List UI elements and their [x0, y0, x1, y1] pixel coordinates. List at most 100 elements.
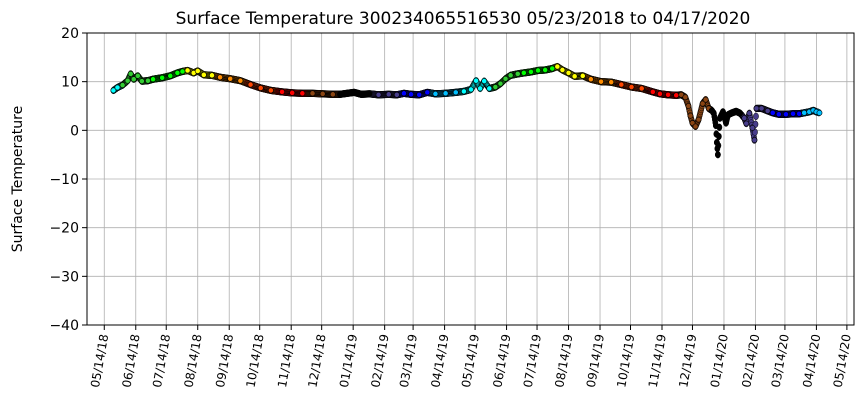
data-point	[753, 105, 760, 112]
data-point	[127, 70, 134, 77]
data-point	[682, 94, 689, 101]
data-point	[720, 108, 726, 115]
x-tick-label: 11/14/18	[275, 333, 298, 389]
data-point	[130, 76, 137, 83]
data-point	[492, 84, 499, 90]
data-point	[520, 70, 527, 76]
data-point	[749, 125, 756, 131]
data-point	[358, 91, 365, 98]
data-point	[816, 109, 823, 116]
data-point	[289, 89, 296, 96]
data-point	[743, 120, 750, 127]
data-point	[393, 91, 400, 98]
x-tick-label: 12/14/18	[305, 333, 328, 389]
data-point	[468, 86, 474, 93]
data-point	[746, 110, 753, 117]
data-point	[608, 79, 615, 86]
data-point	[737, 110, 744, 117]
data-point	[710, 110, 717, 117]
data-point	[432, 90, 439, 97]
data-point	[299, 90, 306, 97]
data-point	[209, 72, 215, 79]
data-point	[319, 90, 326, 97]
y-tick-label: −20	[49, 221, 79, 237]
data-point	[549, 65, 556, 72]
data-point	[145, 77, 151, 84]
data-point	[119, 82, 126, 88]
data-point	[217, 74, 223, 81]
y-axis-ticks: −40 −30 −20 −10 0 10 20	[49, 26, 87, 334]
chart-title: Surface Temperature 300234065516530 05/2…	[176, 9, 751, 29]
y-tick-label: −30	[49, 269, 79, 285]
data-point	[247, 81, 254, 88]
band-segment	[753, 112, 759, 120]
data-point	[329, 91, 336, 98]
y-axis-label: Surface Temperature	[10, 106, 26, 252]
band-segment	[716, 132, 722, 141]
data-point	[657, 90, 663, 97]
data-point	[699, 100, 706, 107]
x-tick-label: 03/14/20	[769, 333, 792, 389]
data-point	[673, 92, 680, 99]
x-tick-label: 08/14/18	[182, 333, 205, 389]
data-point	[416, 91, 423, 98]
x-tick-label: 07/14/18	[150, 333, 173, 389]
data-point	[366, 90, 373, 97]
data-point	[790, 110, 796, 117]
data-point	[628, 84, 635, 90]
x-tick-label: 06/14/19	[490, 333, 513, 389]
data-point	[114, 84, 121, 91]
y-tick-label: 10	[61, 75, 79, 91]
data-point	[442, 90, 449, 97]
data-point	[452, 89, 459, 96]
data-point	[618, 81, 625, 88]
data-point	[764, 107, 771, 114]
data-point	[571, 73, 578, 80]
data-point	[565, 70, 572, 76]
data-point	[477, 85, 484, 92]
data-points	[110, 63, 823, 158]
x-tick-label: 03/14/19	[397, 333, 420, 389]
data-point	[528, 69, 534, 75]
data-point	[184, 67, 191, 74]
data-point	[497, 80, 504, 87]
data-point	[559, 67, 566, 73]
data-point	[257, 85, 264, 91]
x-tick-label: 05/14/20	[831, 333, 854, 389]
data-point	[267, 87, 274, 94]
x-tick-label: 10/14/19	[614, 333, 637, 389]
data-point	[723, 120, 729, 126]
y-tick-label: 0	[70, 123, 79, 139]
data-point	[473, 77, 479, 84]
data-point	[507, 72, 514, 79]
data-point	[385, 91, 392, 98]
x-tick-label: 09/14/19	[584, 333, 607, 389]
data-point	[685, 103, 692, 109]
data-point	[481, 78, 488, 85]
data-point	[587, 76, 594, 83]
x-tick-label: 05/14/19	[459, 333, 482, 389]
y-tick-label: 20	[61, 26, 79, 42]
data-point	[783, 111, 789, 118]
data-point	[237, 77, 244, 84]
data-point	[796, 110, 803, 117]
x-tick-label: 10/14/18	[244, 333, 267, 389]
data-point	[337, 91, 343, 98]
x-tick-label: 01/14/19	[337, 333, 360, 389]
data-point	[712, 122, 719, 129]
data-point	[309, 90, 316, 97]
data-point	[769, 109, 776, 116]
data-point	[649, 88, 656, 95]
x-tick-label: 02/14/20	[739, 333, 762, 389]
data-point	[110, 87, 117, 94]
y-tick-label: −10	[49, 172, 79, 188]
data-point	[717, 115, 723, 122]
data-point	[460, 88, 467, 95]
x-tick-label: 05/14/18	[88, 333, 111, 389]
data-point	[159, 74, 166, 81]
data-point	[200, 71, 207, 78]
data-point	[542, 67, 549, 73]
data-point	[124, 77, 131, 84]
data-point	[134, 72, 141, 79]
